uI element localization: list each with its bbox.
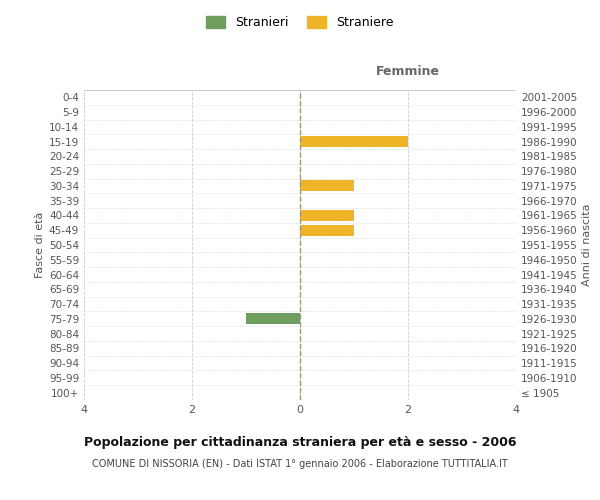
- Bar: [300, 136, 408, 147]
- Legend: Stranieri, Straniere: Stranieri, Straniere: [202, 11, 398, 34]
- Bar: [300, 224, 354, 236]
- Text: Femmine: Femmine: [376, 64, 440, 78]
- Y-axis label: Fasce di età: Fasce di età: [35, 212, 45, 278]
- Text: COMUNE DI NISSORIA (EN) - Dati ISTAT 1° gennaio 2006 - Elaborazione TUTTITALIA.I: COMUNE DI NISSORIA (EN) - Dati ISTAT 1° …: [92, 459, 508, 469]
- Text: Popolazione per cittadinanza straniera per età e sesso - 2006: Popolazione per cittadinanza straniera p…: [84, 436, 516, 449]
- Bar: [246, 314, 300, 324]
- Y-axis label: Anni di nascita: Anni di nascita: [582, 204, 592, 286]
- Bar: [300, 210, 354, 221]
- Bar: [300, 180, 354, 192]
